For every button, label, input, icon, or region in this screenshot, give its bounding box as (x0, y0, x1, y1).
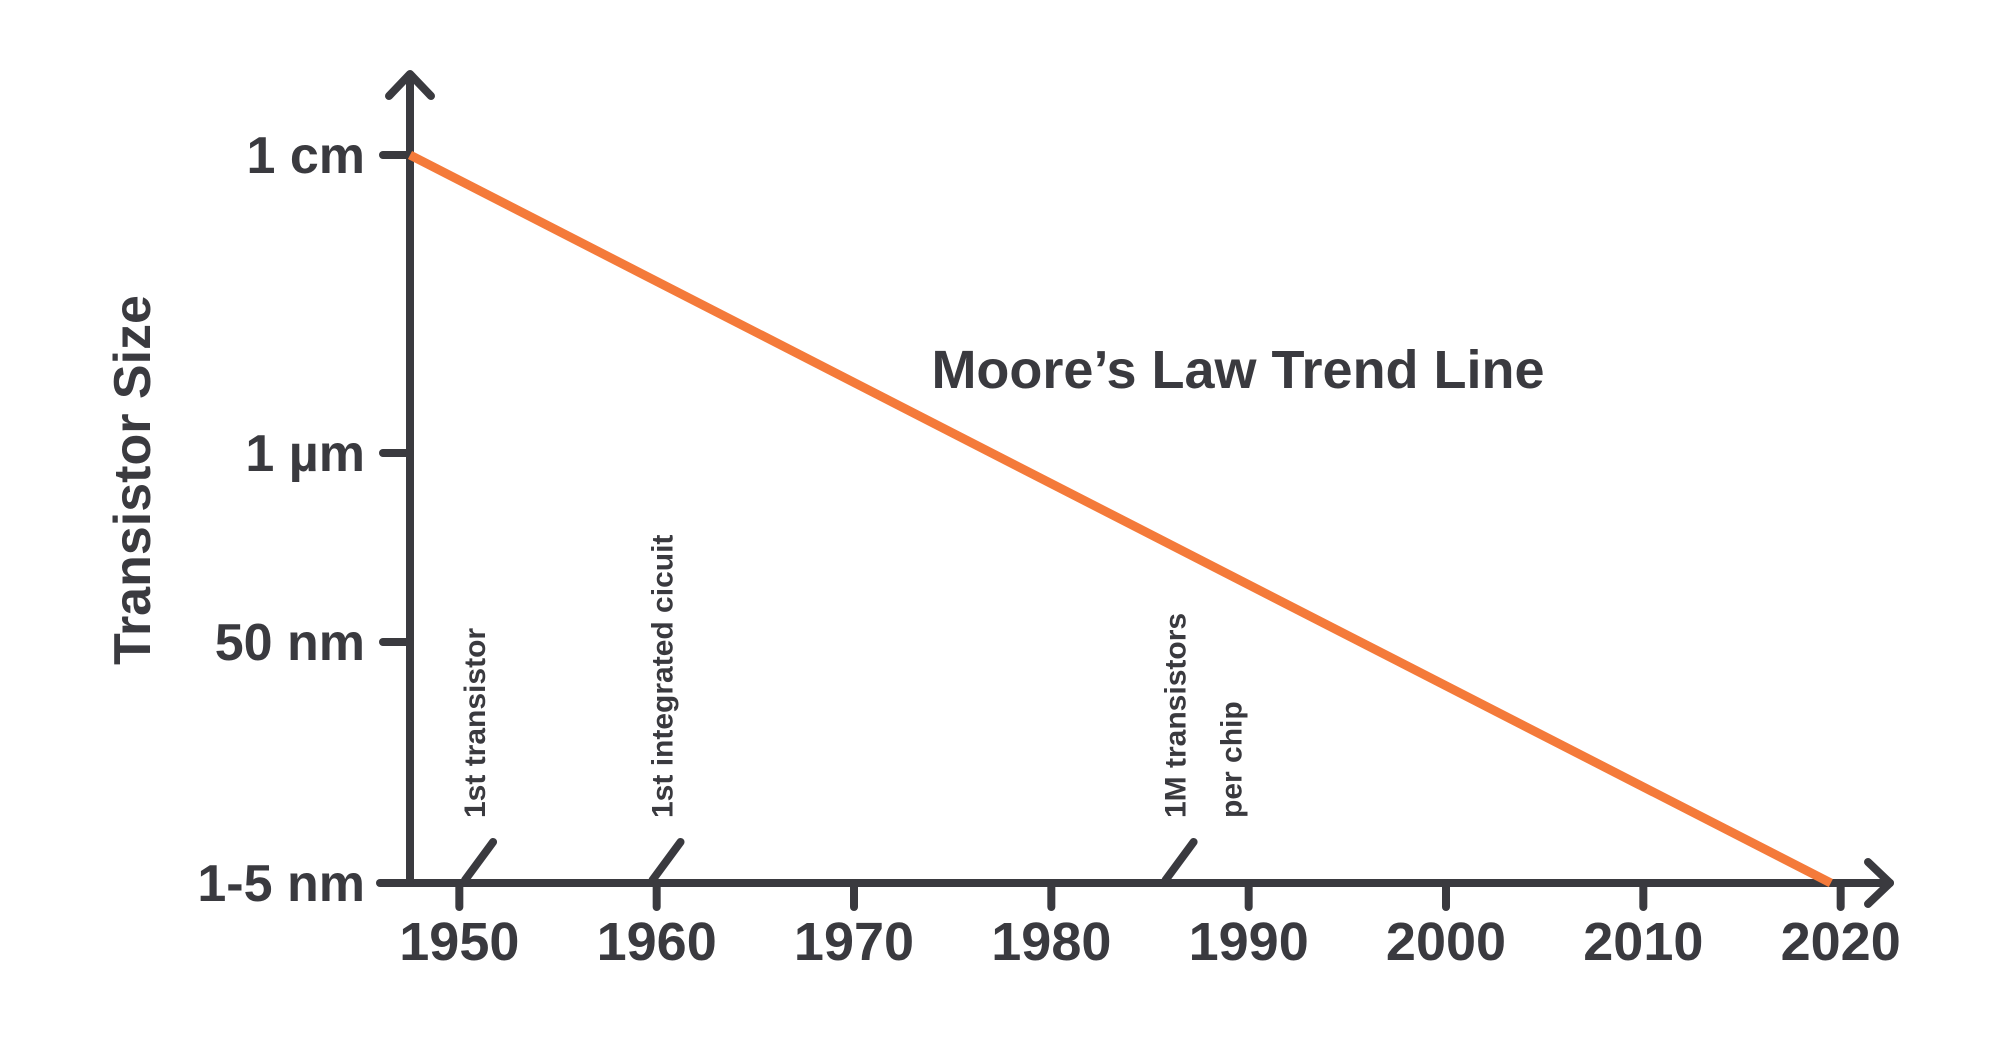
y-axis-ticks: 1 cm 1 µm 50 nm 1-5 nm (197, 127, 414, 913)
milestone-label: per chip (1216, 701, 1249, 818)
milestone-label: 1M transistors (1160, 613, 1193, 818)
y-tick-label: 50 nm (215, 614, 365, 672)
y-tick-label: 1 cm (246, 127, 365, 185)
x-tick-label: 1950 (399, 912, 519, 972)
axes (376, 70, 1894, 908)
x-axis-ticks: 1950 1960 1970 1980 1990 2000 2010 2020 (399, 879, 1901, 972)
milestone-label: 1st transistor (459, 628, 492, 818)
y-axis-arrowhead (385, 70, 435, 100)
x-tick-label: 1990 (1189, 912, 1309, 972)
x-tick-label: 2000 (1386, 912, 1506, 972)
y-tick-label: 1-5 nm (197, 855, 365, 913)
milestone-annotations: 1st transistor 1st integrated cicuit 1M tr… (459, 535, 1249, 884)
x-tick-label: 1960 (597, 912, 717, 972)
x-tick-label: 1980 (991, 912, 1111, 972)
x-tick-label: 1970 (794, 912, 914, 972)
milestone-label: 1st integrated cicuit (647, 535, 680, 818)
trend-series (407, 150, 1833, 888)
trend-line (407, 150, 1833, 888)
x-tick-label: 2020 (1781, 912, 1901, 972)
trend-line-label: Moore’s Law Trend Line (931, 340, 1544, 400)
x-axis-arrowhead (1864, 858, 1894, 908)
milestone-marker (648, 838, 685, 884)
milestone-marker (461, 838, 498, 884)
milestone-marker (1161, 838, 1198, 884)
y-tick-label: 1 µm (245, 425, 365, 483)
x-tick-label: 2010 (1583, 912, 1703, 972)
y-axis-label: Transistor Size (104, 295, 162, 665)
